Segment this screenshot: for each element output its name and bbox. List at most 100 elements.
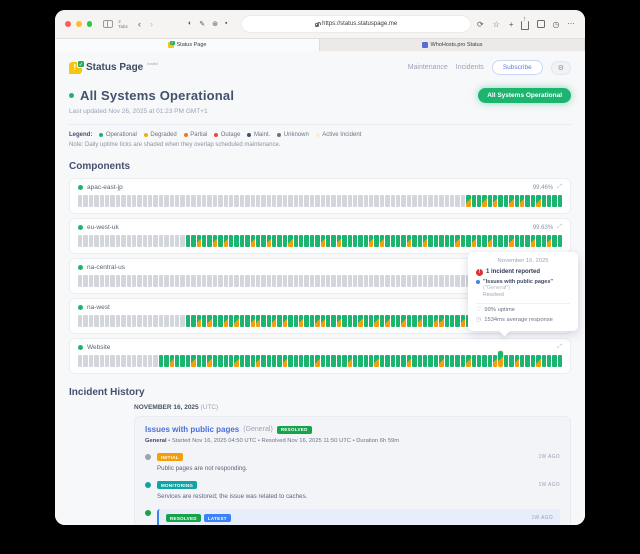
sidebar-toggle-icon[interactable] bbox=[103, 20, 114, 28]
uptime-tick[interactable] bbox=[121, 315, 126, 327]
uptime-tick[interactable] bbox=[153, 195, 158, 207]
uptime-tick[interactable] bbox=[158, 355, 164, 367]
uptime-tick[interactable] bbox=[385, 235, 390, 247]
uptime-tick[interactable] bbox=[158, 195, 164, 207]
uptime-tick[interactable] bbox=[428, 235, 433, 247]
uptime-tick[interactable] bbox=[487, 235, 493, 247]
uptime-tick[interactable] bbox=[546, 355, 552, 367]
uptime-tick[interactable] bbox=[309, 235, 315, 247]
uptime-tick[interactable] bbox=[401, 275, 406, 287]
uptime-tick[interactable] bbox=[363, 315, 369, 327]
uptime-tick[interactable] bbox=[460, 315, 466, 327]
uptime-tick[interactable] bbox=[363, 355, 369, 367]
uptime-tick[interactable] bbox=[546, 235, 552, 247]
uptime-tick[interactable] bbox=[137, 195, 142, 207]
uptime-tick[interactable] bbox=[466, 235, 471, 247]
uptime-tick[interactable] bbox=[131, 315, 137, 327]
uptime-tick[interactable] bbox=[315, 355, 320, 367]
nav-incidents-link[interactable]: Incidents bbox=[455, 64, 484, 71]
uptime-tick[interactable] bbox=[369, 195, 374, 207]
uptime-tick[interactable] bbox=[153, 275, 158, 287]
uptime-tick[interactable] bbox=[514, 355, 520, 367]
uptime-tick[interactable] bbox=[336, 275, 342, 287]
uptime-tick[interactable] bbox=[185, 315, 191, 327]
uptime-tick[interactable] bbox=[212, 275, 218, 287]
uptime-tick[interactable] bbox=[94, 355, 99, 367]
uptime-tick[interactable] bbox=[358, 235, 363, 247]
uptime-tick[interactable] bbox=[358, 355, 363, 367]
uptime-tick[interactable] bbox=[228, 315, 234, 327]
uptime-tick[interactable] bbox=[374, 355, 379, 367]
uptime-tick[interactable] bbox=[482, 195, 487, 207]
uptime-tick[interactable] bbox=[104, 275, 110, 287]
tabs-count-label[interactable]: 2 Tabs bbox=[118, 19, 128, 29]
uptime-tick[interactable] bbox=[115, 315, 121, 327]
uptime-tick[interactable] bbox=[239, 195, 245, 207]
uptime-tick[interactable] bbox=[185, 355, 191, 367]
uptime-tick[interactable] bbox=[255, 275, 261, 287]
uptime-tick[interactable] bbox=[536, 355, 541, 367]
uptime-tick[interactable] bbox=[325, 315, 331, 327]
uptime-tick[interactable] bbox=[126, 195, 131, 207]
uptime-tick[interactable] bbox=[444, 275, 449, 287]
uptime-tick[interactable] bbox=[299, 315, 304, 327]
uptime-tick[interactable] bbox=[83, 235, 88, 247]
uptime-tick[interactable] bbox=[239, 315, 245, 327]
uptime-tick[interactable] bbox=[99, 235, 104, 247]
uptime-tick[interactable] bbox=[234, 195, 239, 207]
zoom-window-button[interactable] bbox=[86, 21, 93, 27]
uptime-tick[interactable] bbox=[417, 315, 422, 327]
uptime-tick[interactable] bbox=[255, 195, 261, 207]
close-window-button[interactable] bbox=[65, 21, 71, 27]
uptime-tick[interactable] bbox=[94, 315, 99, 327]
uptime-tick[interactable] bbox=[552, 235, 557, 247]
uptime-tick[interactable] bbox=[282, 275, 288, 287]
uptime-tick[interactable] bbox=[234, 355, 239, 367]
uptime-tick[interactable] bbox=[272, 355, 277, 367]
uptime-tick[interactable] bbox=[218, 235, 223, 247]
uptime-tick[interactable] bbox=[245, 195, 250, 207]
uptime-tick[interactable] bbox=[169, 195, 175, 207]
uptime-tick[interactable] bbox=[110, 235, 115, 247]
uptime-tick[interactable] bbox=[347, 235, 352, 247]
uptime-tick[interactable] bbox=[396, 235, 401, 247]
uptime-tick[interactable] bbox=[78, 355, 83, 367]
uptime-tick[interactable] bbox=[191, 235, 196, 247]
uptime-tick[interactable] bbox=[466, 195, 471, 207]
subscribe-button[interactable]: Subscribe bbox=[491, 60, 543, 75]
settings-extension-icon[interactable]: ⊛ bbox=[212, 21, 218, 28]
uptime-tick[interactable] bbox=[439, 235, 444, 247]
uptime-tick[interactable] bbox=[379, 315, 385, 327]
uptime-tick[interactable] bbox=[196, 315, 201, 327]
uptime-tick[interactable] bbox=[444, 195, 449, 207]
uptime-tick[interactable] bbox=[396, 315, 401, 327]
uptime-tick[interactable] bbox=[342, 275, 347, 287]
uptime-tick[interactable] bbox=[228, 235, 234, 247]
uptime-tick[interactable] bbox=[201, 355, 207, 367]
uptime-tick[interactable] bbox=[336, 315, 342, 327]
uptime-tick[interactable] bbox=[331, 235, 336, 247]
uptime-tick[interactable] bbox=[304, 195, 309, 207]
uptime-tick[interactable] bbox=[390, 315, 396, 327]
uptime-tick[interactable] bbox=[379, 355, 385, 367]
uptime-tick[interactable] bbox=[530, 195, 536, 207]
uptime-tick[interactable] bbox=[401, 355, 406, 367]
uptime-tick[interactable] bbox=[218, 315, 223, 327]
uptime-tick[interactable] bbox=[239, 275, 245, 287]
uptime-tick[interactable] bbox=[546, 195, 552, 207]
uptime-tick[interactable] bbox=[196, 355, 201, 367]
uptime-tick[interactable] bbox=[455, 315, 460, 327]
uptime-tick[interactable] bbox=[509, 235, 514, 247]
uptime-tick[interactable] bbox=[428, 275, 433, 287]
forward-button[interactable]: › bbox=[149, 19, 153, 29]
uptime-tick[interactable] bbox=[325, 275, 331, 287]
uptime-tick[interactable] bbox=[347, 195, 352, 207]
uptime-tick[interactable] bbox=[137, 275, 142, 287]
uptime-tick[interactable] bbox=[228, 195, 234, 207]
brand-logo[interactable]: ✓ Status Page hosted bbox=[69, 59, 158, 74]
uptime-tick[interactable] bbox=[78, 235, 83, 247]
uptime-tick[interactable] bbox=[304, 235, 309, 247]
uptime-tick[interactable] bbox=[460, 275, 466, 287]
uptime-tick[interactable] bbox=[99, 315, 104, 327]
uptime-tick[interactable] bbox=[514, 235, 520, 247]
